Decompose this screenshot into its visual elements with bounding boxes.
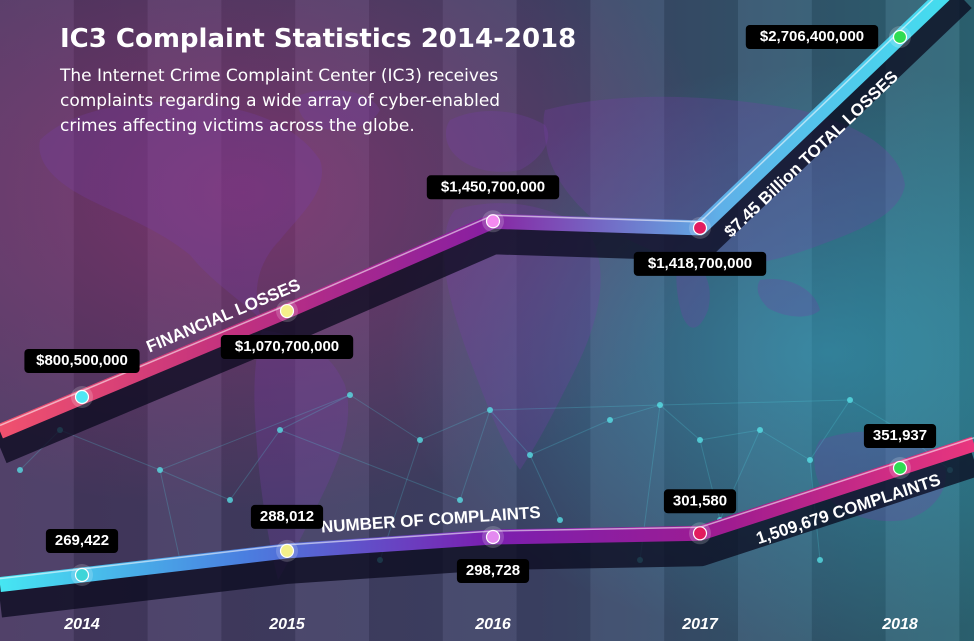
- x-tick-label: 2015: [268, 616, 306, 633]
- map-africa: [444, 203, 601, 471]
- data-point: [74, 389, 90, 405]
- series-layer: [0, 0, 974, 618]
- network-edge: [489, 404, 661, 411]
- value-label-text: 288,012: [260, 508, 314, 525]
- value-label-box: [663, 489, 737, 514]
- loss-value-label: $1,070,700,000: [220, 335, 354, 360]
- network-node: [417, 437, 423, 443]
- value-label-text: $1,418,700,000: [648, 255, 752, 272]
- data-point: [485, 214, 501, 229]
- network-edge: [59, 429, 161, 471]
- data-point: [692, 526, 708, 541]
- complaint-value-label: 351,937: [863, 424, 937, 448]
- value-label-text: $800,500,000: [36, 352, 128, 369]
- network-edge: [529, 419, 611, 456]
- network-node: [347, 392, 353, 398]
- network-edge: [419, 409, 491, 441]
- network-edge: [459, 409, 491, 501]
- network-node: [487, 407, 493, 413]
- network-node: [657, 402, 663, 408]
- value-label-box: [45, 529, 119, 553]
- x-tick-label: 2017: [681, 616, 719, 633]
- network-edge: [609, 404, 661, 421]
- chart-subtitle: The Internet Crime Complaint Center (IC3…: [60, 66, 501, 136]
- value-label-box: [426, 175, 560, 200]
- label-layer: FINANCIAL LOSSES$7.45 Billion TOTAL LOSS…: [24, 25, 943, 583]
- chart-title: IC3 Complaint Statistics 2014-2018: [60, 24, 577, 54]
- network-edge: [229, 429, 281, 501]
- x-axis: 2014 2015 2016 2017 2018: [63, 616, 918, 633]
- complaint-value-label: 301,580: [663, 489, 737, 514]
- complaint-value-label: 298,728: [456, 558, 530, 583]
- data-point: [892, 29, 908, 45]
- x-tick-label: 2016: [474, 616, 511, 633]
- value-label-box: [633, 251, 767, 276]
- network-node: [277, 427, 283, 433]
- network-node: [17, 467, 23, 473]
- map-greenland: [298, 90, 380, 130]
- value-label-text: 298,728: [466, 562, 520, 579]
- x-tick-label: 2014: [63, 616, 100, 633]
- series-shadow: [0, 0, 972, 464]
- complaint-value-label: 269,422: [45, 529, 119, 553]
- data-point: [279, 543, 295, 558]
- network-node: [757, 427, 763, 433]
- network-node: [227, 497, 233, 503]
- loss-value-label: $2,706,400,000: [745, 25, 879, 49]
- x-tick-label: 2018: [881, 616, 918, 633]
- data-point: [485, 529, 501, 545]
- network-node: [557, 517, 563, 523]
- value-label-text: $2,706,400,000: [760, 28, 864, 45]
- value-label-text: 351,937: [873, 427, 927, 444]
- loss-value-label: $800,500,000: [24, 349, 140, 373]
- map-europe: [445, 110, 549, 172]
- network-node: [157, 467, 163, 473]
- network-node: [847, 397, 853, 403]
- series-shadow: [0, 443, 974, 618]
- complaint-value-label: 288,012: [250, 504, 324, 529]
- network-node: [697, 437, 703, 443]
- value-label-box: [24, 349, 140, 373]
- network-edge: [489, 409, 531, 456]
- network-node: [527, 452, 533, 458]
- value-label-text: $1,070,700,000: [235, 338, 339, 355]
- network-edge: [159, 469, 181, 561]
- value-label-box: [863, 424, 937, 448]
- data-point: [692, 220, 708, 235]
- network-edge: [279, 429, 461, 501]
- network-edge: [159, 394, 351, 471]
- loss-value-label: $1,418,700,000: [633, 251, 767, 276]
- network-node: [607, 417, 613, 423]
- map-north-america: [39, 101, 322, 320]
- network-node: [807, 457, 813, 463]
- data-point: [279, 303, 295, 319]
- value-label-text: 301,580: [673, 492, 727, 509]
- data-point: [892, 460, 908, 476]
- network-edge: [159, 469, 231, 501]
- value-label-box: [220, 335, 354, 360]
- network-edge: [759, 429, 811, 461]
- map-southeast-asia: [757, 279, 820, 317]
- data-point: [74, 567, 90, 583]
- network-edge: [659, 404, 701, 441]
- network-edge: [349, 394, 421, 441]
- loss-value-label: $1,450,700,000: [426, 175, 560, 200]
- value-label-box: [456, 558, 530, 583]
- network-edge: [279, 394, 351, 431]
- network-edge: [809, 399, 851, 461]
- network-edge: [659, 399, 851, 406]
- value-label-box: [250, 504, 324, 529]
- value-label-text: $1,450,700,000: [441, 178, 545, 195]
- network-edge: [529, 454, 561, 521]
- network-node: [457, 497, 463, 503]
- network-edge: [699, 429, 761, 441]
- value-label-text: 269,422: [55, 532, 109, 549]
- network-node: [817, 557, 823, 563]
- value-label-box: [745, 25, 879, 49]
